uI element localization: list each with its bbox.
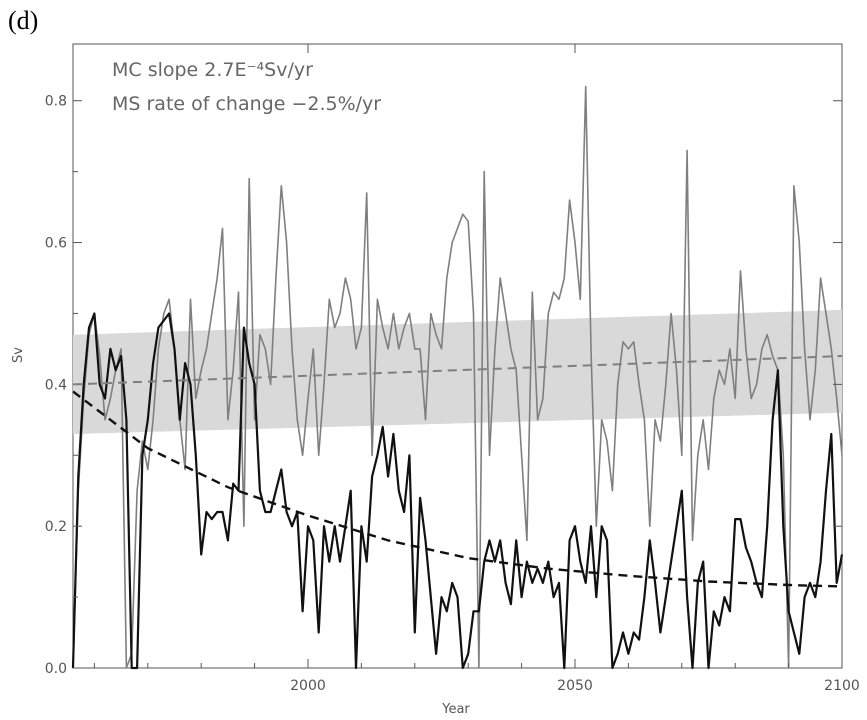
y-tick-label: 0.4 [45,377,67,393]
y-axis-label: Sv [11,347,26,363]
y-tick-label: 0.0 [45,661,67,677]
x-tick-label: 2050 [557,678,593,694]
x-axis-label: Year [441,702,470,717]
annotation-ms-rate: MS rate of change −2.5%/yr [112,93,381,115]
annotation-mc-slope: MC slope 2.7E⁻⁴Sv/yr [112,59,313,81]
x-tick-label: 2100 [824,678,860,694]
y-tick-label: 0.6 [45,236,67,252]
y-tick-label: 0.8 [45,94,67,110]
y-tick-label: 0.2 [45,519,67,535]
x-tick-label: 2000 [290,678,326,694]
